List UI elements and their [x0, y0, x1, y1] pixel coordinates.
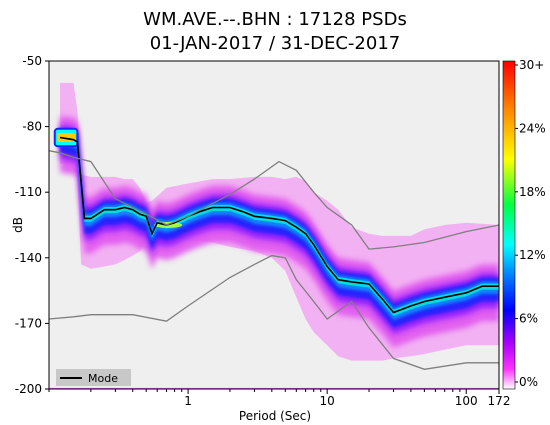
colorbar-gradient — [502, 60, 516, 390]
legend-label-mode: Mode — [88, 372, 118, 385]
y-tick-label: -200 — [15, 382, 42, 396]
chart-title-line2: 01-JAN-2017 / 31-DEC-2017 — [150, 33, 401, 54]
x-tick-label: 100 — [455, 394, 478, 408]
y-tick-label: -80 — [22, 120, 42, 134]
y-tick-label: -50 — [22, 54, 42, 68]
noise-model-low-line — [49, 254, 499, 370]
colorbar-tick-label: 24% — [519, 121, 546, 135]
density-blue — [60, 128, 499, 328]
colorbar-tick-label: 30+ — [519, 58, 544, 72]
colorbar-tick-label: 18% — [519, 185, 546, 199]
x-tick-label: 1 — [184, 394, 192, 408]
noise-model-high-line — [49, 150, 499, 250]
y-tick-label: -170 — [15, 316, 42, 330]
colorbar-tick-label: 6% — [519, 312, 538, 326]
colorbar: 30+ 24% 18% 12% 6% 0% — [502, 58, 546, 390]
x-tick-label: 172 — [488, 394, 511, 408]
density-floor — [49, 387, 499, 389]
y-axis: -50 -80 -110 -140 -170 -200 — [15, 54, 49, 396]
chart-title-line1: WM.AVE.--.BHN : 17128 PSDs — [143, 9, 407, 30]
psd-density — [49, 82, 499, 389]
density-lightblue — [60, 132, 499, 321]
density-cyan — [60, 134, 499, 316]
plot-frame — [48, 60, 500, 390]
colorbar-tick-label: 0% — [519, 375, 538, 389]
pdf-lines — [49, 136, 499, 370]
density-hotspot — [53, 127, 79, 148]
legend-box — [56, 369, 131, 386]
x-axis-label: Period (Sec) — [239, 409, 311, 423]
legend: Mode — [56, 369, 131, 386]
x-tick-label: 10 — [320, 394, 335, 408]
y-axis-label: dB — [11, 217, 25, 233]
x-axis: 1 10 100 172 — [48, 389, 511, 408]
y-tick-label: -140 — [15, 251, 42, 265]
colorbar-tick-label: 12% — [519, 248, 546, 262]
mode-line — [59, 136, 499, 314]
y-tick-label: -110 — [15, 185, 42, 199]
